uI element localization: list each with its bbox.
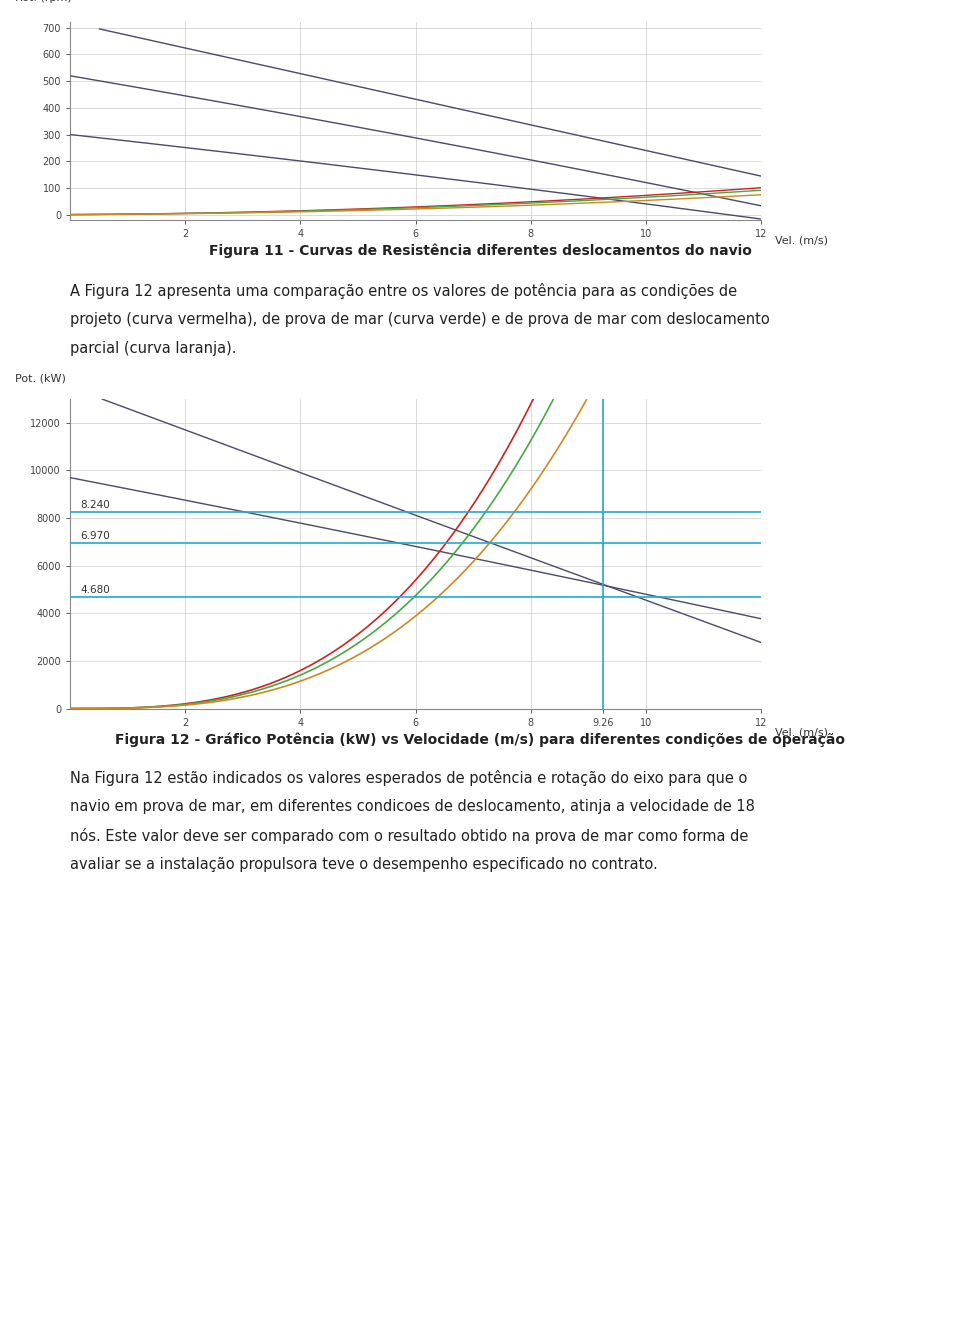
Text: Na Figura 12 estão indicados os valores esperados de potência e rotação do eixo : Na Figura 12 estão indicados os valores … <box>70 770 748 786</box>
Text: A Figura 12 apresenta uma comparação entre os valores de potência para as condiç: A Figura 12 apresenta uma comparação ent… <box>70 283 737 299</box>
Text: Figura 12 - Gráfico Potência (kW) vs Velocidade (m/s) para diferentes condições : Figura 12 - Gráfico Potência (kW) vs Vel… <box>115 732 845 747</box>
Text: nós. Este valor deve ser comparado com o resultado obtido na prova de mar como f: nós. Este valor deve ser comparado com o… <box>70 828 749 844</box>
Text: avaliar se a instalação propulsora teve o desempenho especificado no contrato.: avaliar se a instalação propulsora teve … <box>70 857 658 872</box>
Text: 6.970: 6.970 <box>81 531 110 541</box>
Text: projeto (curva vermelha), de prova de mar (curva verde) e de prova de mar com de: projeto (curva vermelha), de prova de ma… <box>70 312 770 327</box>
Text: 4.680: 4.680 <box>81 585 110 595</box>
Text: Rot. (rpm): Rot. (rpm) <box>14 0 72 3</box>
Text: navio em prova de mar, em diferentes condicoes de deslocamento, atinja a velocid: navio em prova de mar, em diferentes con… <box>70 799 755 814</box>
Text: Vel. (m/s): Vel. (m/s) <box>775 236 828 246</box>
Text: Figura 11 - Curvas de Resistência diferentes deslocamentos do navio: Figura 11 - Curvas de Resistência difere… <box>208 244 752 258</box>
Text: parcial (curva laranja).: parcial (curva laranja). <box>70 341 236 356</box>
Text: Pot. (kW): Pot. (kW) <box>14 374 65 383</box>
Text: Vel. (m/s): Vel. (m/s) <box>775 727 828 738</box>
Text: 8.240: 8.240 <box>81 500 110 511</box>
